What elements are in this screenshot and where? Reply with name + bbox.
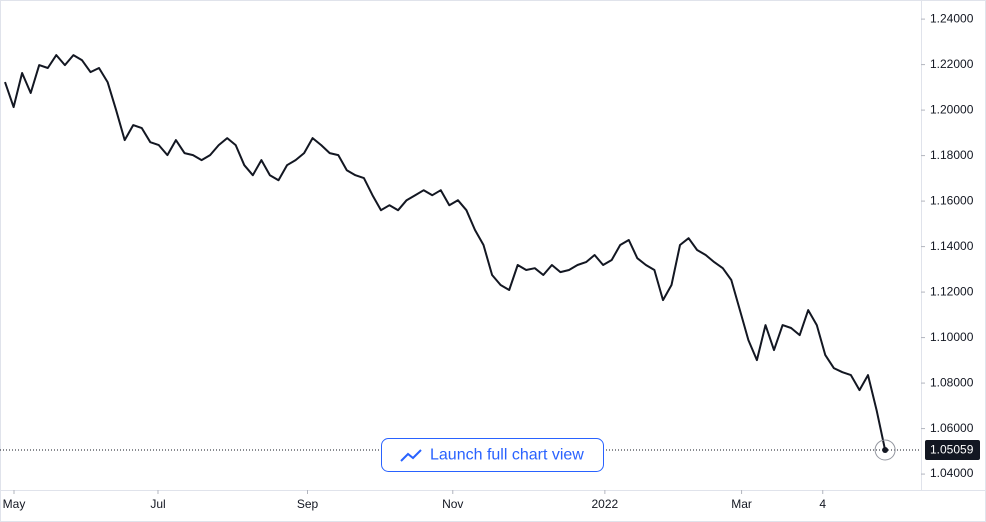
y-tick-label: 1.10000 bbox=[930, 330, 974, 344]
launch-button[interactable]: Launch full chart view bbox=[381, 438, 604, 472]
x-tick-label: Sep bbox=[297, 497, 319, 511]
y-tick-label: 1.20000 bbox=[930, 102, 974, 116]
x-tick-label: Jul bbox=[150, 497, 165, 511]
y-tick-label: 1.16000 bbox=[930, 193, 974, 207]
last-price-box bbox=[925, 439, 980, 460]
y-tick-label: 1.04000 bbox=[930, 466, 974, 480]
x-tick-label: Nov bbox=[442, 497, 463, 511]
last-point bbox=[882, 446, 889, 453]
y-tick-label: 1.22000 bbox=[930, 57, 974, 71]
price-line bbox=[4, 54, 887, 451]
y-tick-label: 1.12000 bbox=[930, 284, 974, 298]
y-tick-label: 1.06000 bbox=[930, 421, 974, 435]
last-point-halo bbox=[874, 439, 896, 461]
button-label[interactable]: Launch full chart view bbox=[430, 447, 584, 464]
button-frame[interactable] bbox=[381, 438, 604, 472]
y-tick-label: 1.08000 bbox=[930, 375, 974, 389]
last-price-label: 1.05059 bbox=[930, 443, 974, 457]
x-tick-label: Mar bbox=[731, 497, 752, 511]
y-tick-label: 1.18000 bbox=[930, 148, 974, 162]
y-tick-label: 1.14000 bbox=[930, 239, 974, 253]
x-tick-label: 4 bbox=[819, 497, 826, 511]
y-tick-label: 1.24000 bbox=[930, 11, 974, 25]
x-tick-label: May bbox=[3, 497, 26, 511]
plot: 1.04000 1.06000 1.08000 1.10000 1.12000 1.140… bbox=[0, 11, 980, 511]
button-icon bbox=[400, 449, 422, 462]
x-tick-label: 2022 bbox=[592, 497, 619, 511]
